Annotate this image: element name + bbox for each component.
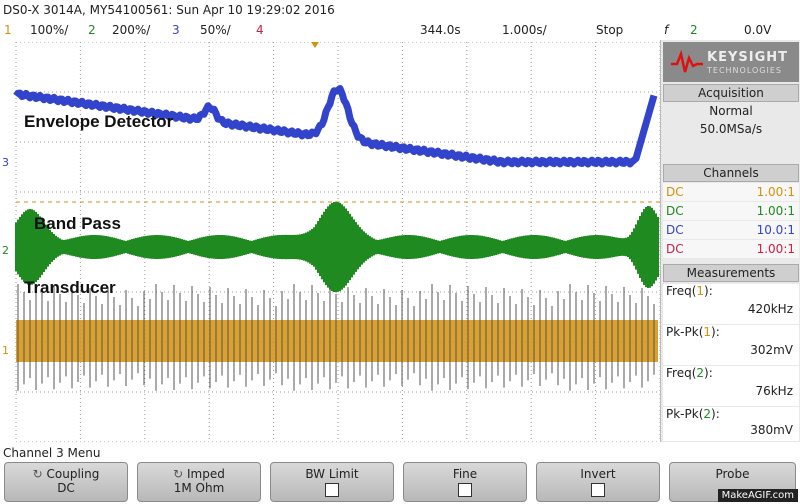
timebase-scale[interactable]: 1.000s/: [502, 23, 547, 37]
measurement-freq-1: Freq(1): 420kHz: [663, 284, 799, 324]
trigger-level[interactable]: 0.0V: [744, 23, 772, 37]
ch2-ground-marker[interactable]: 2: [2, 244, 9, 257]
trigger-status: f 2 0.0V: [660, 20, 800, 40]
softkey-label: BW Limit: [305, 467, 359, 481]
keysight-logo: KEYSIGHT TECHNOLOGIES: [663, 42, 799, 82]
ch3-ground-marker[interactable]: 3: [2, 156, 9, 169]
rotary-knob-icon: ↻: [173, 467, 184, 481]
ch1-probe: 1.00:1: [756, 185, 795, 199]
ch2-coupling: DC: [666, 204, 684, 218]
waveform-display[interactable]: 3 2 1 Envelope Detector Band Pass Transd…: [0, 41, 661, 443]
timebase-position[interactable]: 344.0s: [420, 23, 461, 37]
measurement-freq-2: Freq(2): 76kHz: [663, 366, 799, 406]
ch4-number[interactable]: 4: [256, 23, 264, 37]
title-bar: DS0-X 3014A, MY54100561: Sun Apr 10 19:2…: [0, 0, 663, 20]
meas-value: 76kHz: [755, 384, 793, 398]
meas-label: Pk-Pk(: [666, 325, 704, 339]
meas-close: ):: [704, 366, 713, 380]
softkey-label: Fine: [452, 467, 478, 481]
invert-softkey[interactable]: Invert: [536, 462, 660, 502]
meas-channel: 2: [703, 407, 712, 421]
band-pass-label: Band Pass: [34, 214, 121, 233]
transducer-trace: [16, 284, 658, 391]
meas-close: ):: [704, 284, 713, 298]
fine-checkbox[interactable]: [458, 483, 472, 497]
acquisition-header: Acquisition: [663, 84, 799, 102]
meas-label: Freq(: [666, 366, 697, 380]
svg-text:2: 2: [2, 244, 9, 257]
meas-label: Pk-Pk(: [666, 407, 704, 421]
bw-limit-softkey[interactable]: BW Limit: [270, 462, 394, 502]
transducer-label: Transducer: [24, 278, 116, 297]
meas-value: 380mV: [750, 423, 793, 437]
meas-channel: 1: [703, 325, 712, 339]
ch1-ground-marker[interactable]: 1: [2, 344, 9, 357]
channel-row-2: DC 1.00:1: [663, 202, 799, 220]
acquisition-mode: Normal: [709, 104, 753, 118]
fine-softkey[interactable]: Fine: [403, 462, 527, 502]
trigger-edge-icon: f: [664, 23, 669, 37]
ch3-number[interactable]: 3: [172, 23, 180, 37]
ch1-number[interactable]: 1: [4, 23, 12, 37]
meas-label: Freq(: [666, 284, 697, 298]
softkey-label: Probe: [715, 467, 750, 481]
channels-header: Channels: [663, 164, 799, 182]
trigger-channel[interactable]: 2: [690, 23, 698, 37]
channel-row-3: DC 10.0:1: [663, 221, 799, 239]
title-text: DS0-X 3014A, MY54100561: Sun Apr 10 19:2…: [3, 3, 335, 17]
meas-value: 302mV: [750, 343, 793, 357]
channel-row-4: DC 1.00:1: [663, 240, 799, 258]
logo-text: KEYSIGHT: [707, 50, 788, 65]
rotary-knob-icon: ↻: [32, 467, 43, 481]
softkey-value: 1M Ohm: [173, 481, 225, 495]
ch3-probe: 10.0:1: [756, 223, 795, 237]
band-pass-trace: [15, 201, 659, 293]
ch4-coupling: DC: [666, 242, 684, 256]
ch1-coupling: DC: [666, 185, 684, 199]
svg-text:1: 1: [2, 344, 9, 357]
softkey-label: Imped: [187, 467, 225, 481]
sample-rate: 50.0MSa/s: [699, 122, 763, 136]
ch1-scale[interactable]: 100%/: [30, 23, 69, 37]
invert-checkbox[interactable]: [591, 483, 605, 497]
coupling-softkey[interactable]: ↻ Coupling DC: [4, 462, 128, 502]
meas-value: 420kHz: [747, 302, 793, 316]
ch3-scale[interactable]: 50%/: [200, 23, 231, 37]
channel-row-1: DC 1.00:1: [663, 183, 799, 201]
ch3-coupling: DC: [666, 223, 684, 237]
envelope-detector-label: Envelope Detector: [24, 112, 174, 131]
measurement-pkpk-1: Pk-Pk(1): 302mV: [663, 325, 799, 365]
softkey-label: Invert: [580, 467, 616, 481]
side-panel: KEYSIGHT TECHNOLOGIES Acquisition Normal…: [660, 40, 800, 442]
measurement-pkpk-2: Pk-Pk(2): 380mV: [663, 407, 799, 441]
softkey-label: Coupling: [46, 467, 100, 481]
meas-close: ):: [711, 407, 720, 421]
status-bar: 1 100%/ 2 200%/ 3 50%/ 4 344.0s 1.000s/ …: [0, 20, 660, 40]
run-state[interactable]: Stop: [596, 23, 624, 37]
measurements-header: Measurements: [663, 264, 799, 282]
ch2-scale[interactable]: 200%/: [112, 23, 151, 37]
ch2-probe: 1.00:1: [756, 204, 795, 218]
menu-title: Channel 3 Menu: [0, 444, 800, 462]
ch2-number[interactable]: 2: [88, 23, 96, 37]
imped-softkey[interactable]: ↻ Imped 1M Ohm: [137, 462, 261, 502]
logo-subtext: TECHNOLOGIES: [707, 66, 782, 75]
bw-limit-checkbox[interactable]: [325, 483, 339, 497]
ch4-probe: 1.00:1: [756, 242, 795, 256]
watermark: MakeAGIF.com: [717, 489, 798, 502]
trigger-position-marker[interactable]: [311, 42, 319, 48]
meas-channel: 1: [696, 284, 705, 298]
meas-channel: 2: [696, 366, 705, 380]
meas-close: ):: [711, 325, 720, 339]
svg-text:3: 3: [2, 156, 9, 169]
envelope-trace: [13, 85, 658, 168]
softkey-value: DC: [57, 481, 75, 495]
